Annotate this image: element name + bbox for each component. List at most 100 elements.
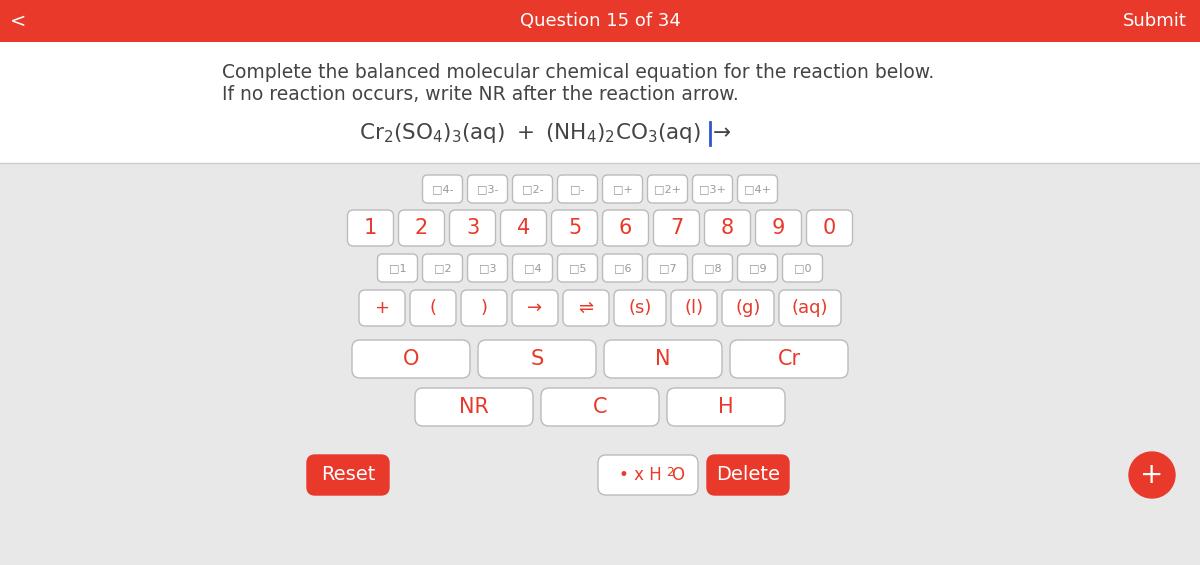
- FancyBboxPatch shape: [704, 210, 750, 246]
- Text: +: +: [374, 299, 390, 317]
- FancyBboxPatch shape: [806, 210, 852, 246]
- FancyBboxPatch shape: [541, 388, 659, 426]
- FancyBboxPatch shape: [667, 388, 785, 426]
- Text: Complete the balanced molecular chemical equation for the reaction below.: Complete the balanced molecular chemical…: [222, 63, 935, 81]
- Text: 8: 8: [721, 218, 734, 238]
- FancyBboxPatch shape: [779, 290, 841, 326]
- Text: 7: 7: [670, 218, 683, 238]
- FancyBboxPatch shape: [468, 254, 508, 282]
- Text: • x H: • x H: [619, 466, 661, 484]
- FancyBboxPatch shape: [756, 210, 802, 246]
- Text: If no reaction occurs, write NR after the reaction arrow.: If no reaction occurs, write NR after th…: [222, 85, 739, 105]
- Text: 5: 5: [568, 218, 581, 238]
- FancyBboxPatch shape: [512, 254, 552, 282]
- FancyBboxPatch shape: [738, 175, 778, 203]
- Text: C: C: [593, 397, 607, 417]
- Text: O: O: [403, 349, 419, 369]
- Text: 2: 2: [666, 467, 674, 480]
- FancyBboxPatch shape: [558, 254, 598, 282]
- Text: □7: □7: [659, 263, 677, 273]
- FancyBboxPatch shape: [461, 290, 508, 326]
- FancyBboxPatch shape: [738, 254, 778, 282]
- Bar: [0, 0, 1200, 42]
- FancyBboxPatch shape: [654, 210, 700, 246]
- Text: Cr: Cr: [778, 349, 800, 369]
- FancyBboxPatch shape: [359, 290, 406, 326]
- FancyBboxPatch shape: [692, 254, 732, 282]
- FancyBboxPatch shape: [782, 254, 822, 282]
- Text: Submit: Submit: [1123, 12, 1187, 30]
- FancyBboxPatch shape: [648, 254, 688, 282]
- Text: →: →: [528, 299, 542, 317]
- Text: N: N: [655, 349, 671, 369]
- FancyBboxPatch shape: [512, 175, 552, 203]
- Text: (s): (s): [629, 299, 652, 317]
- Text: □-: □-: [570, 184, 584, 194]
- FancyBboxPatch shape: [552, 210, 598, 246]
- Text: 2: 2: [415, 218, 428, 238]
- Text: □2+: □2+: [654, 184, 682, 194]
- Text: 1: 1: [364, 218, 377, 238]
- Text: 9: 9: [772, 218, 785, 238]
- FancyBboxPatch shape: [707, 455, 790, 495]
- Text: O: O: [672, 466, 684, 484]
- FancyBboxPatch shape: [512, 290, 558, 326]
- FancyBboxPatch shape: [378, 254, 418, 282]
- FancyBboxPatch shape: [722, 290, 774, 326]
- Text: S: S: [530, 349, 544, 369]
- Text: □4-: □4-: [432, 184, 454, 194]
- FancyBboxPatch shape: [307, 455, 389, 495]
- FancyBboxPatch shape: [602, 175, 642, 203]
- FancyBboxPatch shape: [410, 290, 456, 326]
- FancyBboxPatch shape: [563, 290, 610, 326]
- FancyBboxPatch shape: [692, 175, 732, 203]
- Text: (g): (g): [736, 299, 761, 317]
- FancyBboxPatch shape: [604, 340, 722, 378]
- FancyBboxPatch shape: [415, 388, 533, 426]
- FancyBboxPatch shape: [398, 210, 444, 246]
- Text: (: (: [430, 299, 437, 317]
- Text: □2-: □2-: [522, 184, 544, 194]
- FancyBboxPatch shape: [422, 175, 462, 203]
- Bar: [0, 163, 1200, 565]
- FancyBboxPatch shape: [558, 175, 598, 203]
- Text: □3+: □3+: [700, 184, 726, 194]
- Text: □3-: □3-: [476, 184, 498, 194]
- Text: □9: □9: [749, 263, 767, 273]
- Text: H: H: [718, 397, 734, 417]
- Text: ): ): [480, 299, 487, 317]
- Text: (l): (l): [684, 299, 703, 317]
- Text: Reset: Reset: [320, 466, 376, 485]
- FancyBboxPatch shape: [730, 340, 848, 378]
- Text: □8: □8: [703, 263, 721, 273]
- Text: 3: 3: [466, 218, 479, 238]
- FancyBboxPatch shape: [450, 210, 496, 246]
- Text: □4: □4: [523, 263, 541, 273]
- FancyBboxPatch shape: [602, 210, 648, 246]
- Text: Question 15 of 34: Question 15 of 34: [520, 12, 680, 30]
- FancyBboxPatch shape: [500, 210, 546, 246]
- Text: ⇌: ⇌: [578, 299, 594, 317]
- FancyBboxPatch shape: [348, 210, 394, 246]
- FancyBboxPatch shape: [671, 290, 718, 326]
- FancyBboxPatch shape: [602, 254, 642, 282]
- FancyBboxPatch shape: [352, 340, 470, 378]
- Text: 4: 4: [517, 218, 530, 238]
- Text: 0: 0: [823, 218, 836, 238]
- Text: □6: □6: [613, 263, 631, 273]
- FancyBboxPatch shape: [468, 175, 508, 203]
- FancyBboxPatch shape: [478, 340, 596, 378]
- Text: □2: □2: [433, 263, 451, 273]
- FancyBboxPatch shape: [614, 290, 666, 326]
- Text: (aq): (aq): [792, 299, 828, 317]
- Text: □0: □0: [793, 263, 811, 273]
- Bar: [0, 42, 1200, 204]
- Text: □4+: □4+: [744, 184, 772, 194]
- Text: +: +: [1140, 461, 1164, 489]
- Text: □5: □5: [569, 263, 587, 273]
- Text: □3: □3: [479, 263, 497, 273]
- FancyBboxPatch shape: [598, 455, 698, 495]
- Circle shape: [1129, 452, 1175, 498]
- FancyBboxPatch shape: [422, 254, 462, 282]
- Text: 6: 6: [619, 218, 632, 238]
